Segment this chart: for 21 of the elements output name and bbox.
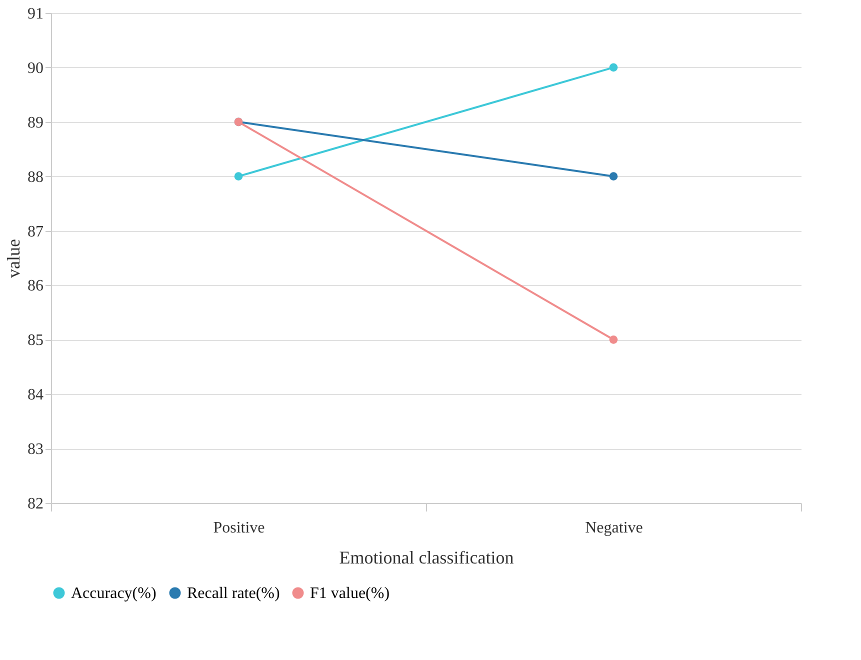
y-tick-label: 84 <box>28 386 44 404</box>
point <box>609 172 618 181</box>
y-tick-label: 85 <box>28 332 44 350</box>
y-tick-label: 90 <box>28 60 44 77</box>
point <box>609 63 618 72</box>
x-axis-title: Emotional classification <box>339 548 514 568</box>
y-tick-label: 89 <box>28 114 44 132</box>
y-tick-label: 88 <box>28 168 44 186</box>
point <box>609 335 618 344</box>
y-tick-label: 91 <box>28 6 44 22</box>
y-tick-label: 86 <box>28 278 44 295</box>
y-tick-label: 83 <box>28 441 44 458</box>
x-tick-label: Negative <box>585 520 643 536</box>
y-axis-title: value <box>4 239 24 278</box>
x-tick-label: Positive <box>213 520 265 536</box>
point <box>234 172 243 181</box>
legend-label: Accuracy(%) <box>71 585 156 602</box>
legend-label: Recall rate(%) <box>187 585 280 602</box>
legend-label: F1 value(%) <box>310 585 390 602</box>
y-tick-label: 87 <box>28 223 44 240</box>
y-tick-label: 82 <box>28 496 44 512</box>
